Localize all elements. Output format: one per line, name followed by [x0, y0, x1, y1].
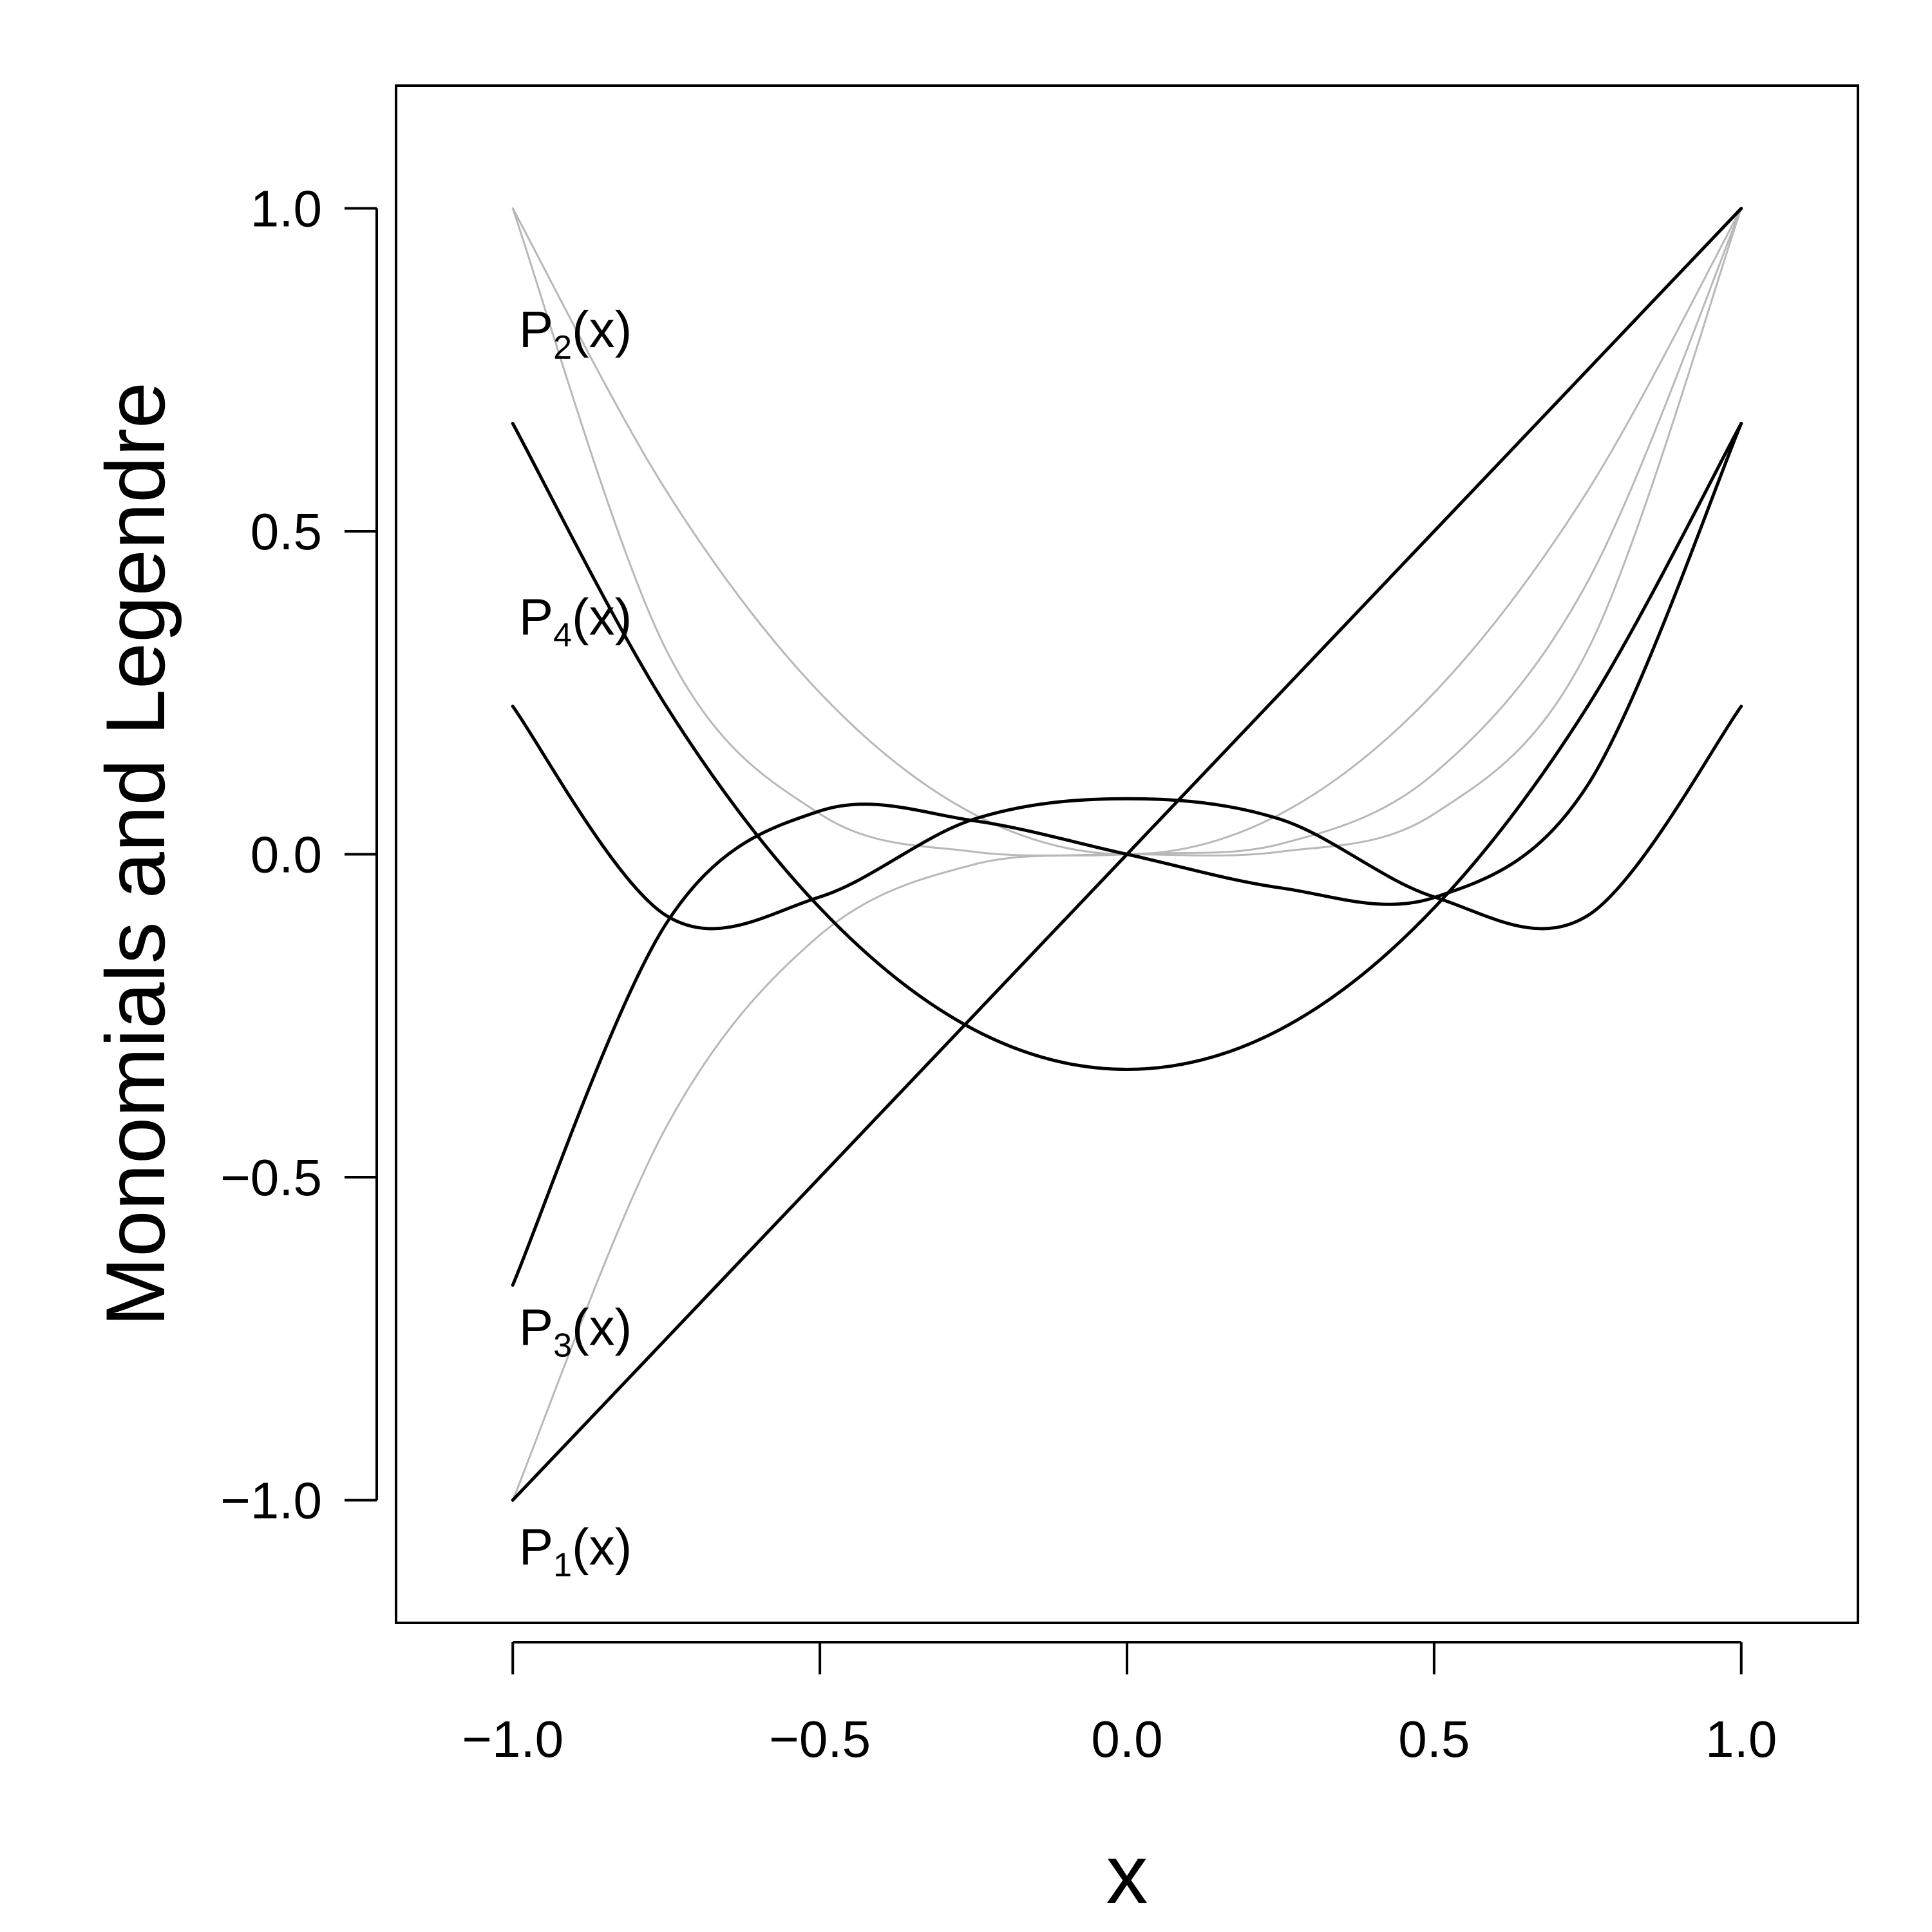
y-tick-label: −0.5 [220, 1149, 322, 1206]
x-tick-label: 0.0 [1091, 1710, 1162, 1768]
y-axis-title: Monomials and Legendre [88, 382, 182, 1327]
y-tick-label: 1.0 [251, 180, 322, 238]
legendre-curve-3 [511, 422, 1743, 1287]
x-axis: −1.0 −0.5 0.0 0.5 1.0 [462, 1641, 1777, 1768]
curve-label-p1: P1(x) [519, 1519, 632, 1584]
x-tick-label: −1.0 [462, 1710, 564, 1768]
y-axis: −1.0 −0.5 0.0 0.5 1.0 [220, 180, 378, 1529]
y-tick-label: 0.5 [251, 503, 322, 560]
curve-label-p3: P3(x) [519, 1299, 632, 1365]
x-tick-label: 1.0 [1705, 1710, 1777, 1768]
legendre-curve-2 [511, 422, 1743, 1071]
curve-labels: P2(x) P4(x) P3(x) P1(x) [519, 301, 632, 1584]
curve-label-p2: P2(x) [519, 301, 632, 366]
x-tick-label: 0.5 [1398, 1710, 1470, 1768]
x-axis-title: x [1106, 1827, 1148, 1921]
y-tick-label: −1.0 [220, 1472, 322, 1529]
y-tick-label: 0.0 [251, 826, 322, 884]
legendre-curves [511, 207, 1743, 1502]
curve-label-p4: P4(x) [519, 589, 632, 654]
legendre-curve-4 [511, 705, 1743, 931]
plot-frame [395, 84, 1859, 1624]
x-tick-label: −0.5 [769, 1710, 871, 1768]
